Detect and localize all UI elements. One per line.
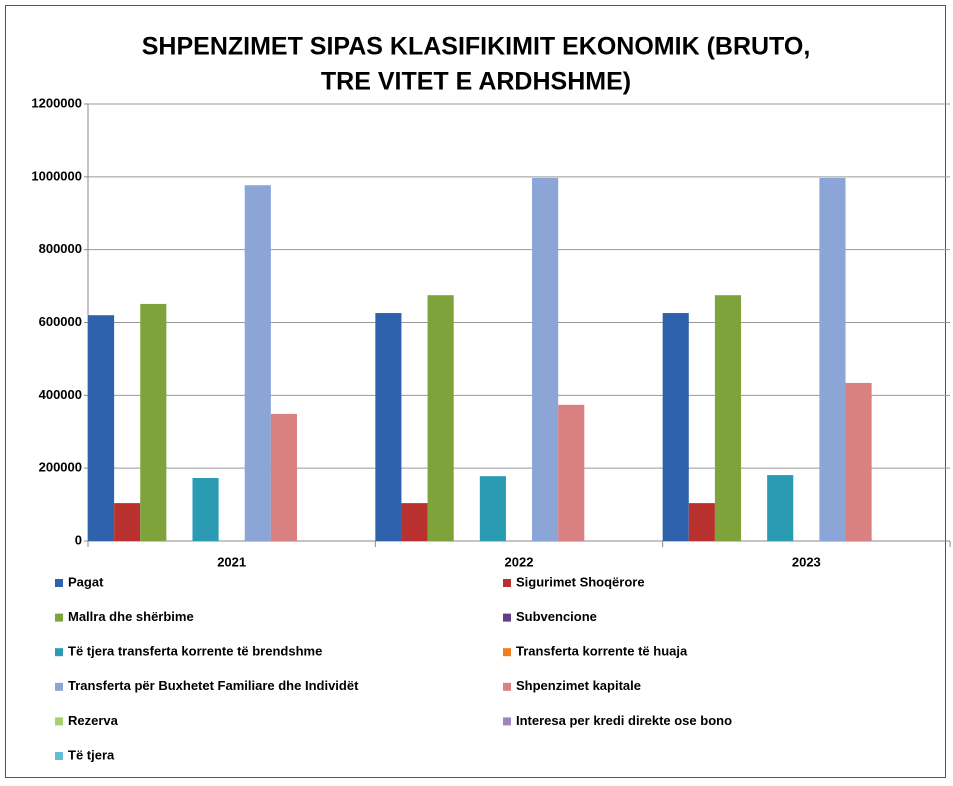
legend-swatch xyxy=(503,682,511,691)
bar xyxy=(375,313,402,541)
y-tick-label: 400000 xyxy=(39,387,82,402)
y-tick-label: 200000 xyxy=(39,460,82,475)
legend-label: Pagat xyxy=(68,574,104,589)
legend-label: Shpenzimet kapitale xyxy=(516,678,641,693)
bar xyxy=(140,303,167,541)
bar xyxy=(688,503,715,541)
chart-title: SHPENZIMET SIPAS KLASIFIKIMIT EKONOMIK (… xyxy=(142,33,811,61)
x-tick-label: 2021 xyxy=(217,554,246,569)
legend-label: Rezerva xyxy=(68,713,119,728)
legend-label: Mallra dhe shërbime xyxy=(68,609,194,624)
x-tick-label: 2022 xyxy=(505,554,534,569)
bar xyxy=(532,177,559,541)
bar xyxy=(767,475,794,541)
y-tick-label: 600000 xyxy=(39,314,82,329)
bar xyxy=(427,295,454,541)
bar xyxy=(845,382,872,541)
bar xyxy=(558,404,585,541)
bar xyxy=(819,177,846,541)
legend-swatch xyxy=(55,717,63,726)
bar xyxy=(479,476,506,541)
legend-label: Subvencione xyxy=(516,609,597,624)
bar xyxy=(401,503,428,541)
bar xyxy=(244,185,271,541)
y-tick-label: 1200000 xyxy=(31,95,82,110)
legend-label: Transferta për Buxhetet Familiare dhe In… xyxy=(68,678,359,693)
legend-swatch xyxy=(55,648,63,657)
bar xyxy=(192,477,219,541)
legend-swatch xyxy=(503,613,511,622)
legend-swatch xyxy=(503,648,511,657)
legend-swatch xyxy=(55,752,63,760)
bar xyxy=(270,413,297,541)
y-tick-label: 1000000 xyxy=(31,168,82,183)
y-tick-label: 0 xyxy=(75,532,82,547)
legend-label: Interesa per kredi direkte ose bono xyxy=(516,713,732,728)
chart-title: TRE VITET E ARDHSHME) xyxy=(321,68,631,96)
legend-swatch xyxy=(55,682,63,691)
legend-swatch xyxy=(55,579,63,587)
legend-swatch xyxy=(503,717,511,726)
bar xyxy=(662,313,689,541)
bar xyxy=(714,295,742,541)
bar xyxy=(88,315,115,541)
legend-swatch xyxy=(503,579,511,587)
legend-label: Të tjera xyxy=(68,747,115,762)
y-tick-label: 800000 xyxy=(39,241,82,256)
bar xyxy=(114,503,141,541)
x-tick-label: 2023 xyxy=(792,554,821,569)
legend-label: Transferta korrente të huaja xyxy=(516,644,688,659)
legend-label: Sigurimet Shoqërore xyxy=(516,574,645,589)
legend-label: Të tjera transferta korrente të brendshm… xyxy=(68,644,322,659)
legend-swatch xyxy=(55,613,63,622)
